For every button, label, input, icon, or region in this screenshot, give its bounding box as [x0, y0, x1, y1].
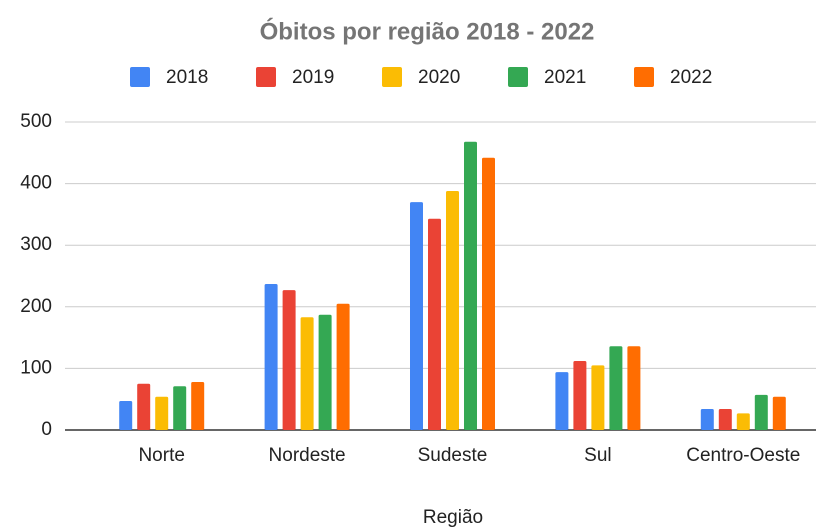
- bar: [573, 361, 587, 430]
- legend-label: 2019: [292, 67, 334, 88]
- legend-label: 2020: [418, 67, 460, 88]
- y-tick-label: 0: [41, 419, 52, 440]
- bar: [627, 346, 641, 430]
- x-tick-label: Centro-Oeste: [686, 445, 800, 466]
- x-tick-label: Sul: [584, 445, 611, 466]
- y-tick-label: 400: [20, 173, 52, 194]
- bar: [555, 372, 569, 430]
- legend-swatch: [256, 67, 276, 87]
- legend-label: 2021: [544, 67, 586, 88]
- y-tick-label: 100: [20, 357, 52, 378]
- bar: [336, 303, 350, 430]
- legend-swatch: [130, 67, 150, 87]
- bar: [700, 409, 714, 430]
- bar: [137, 383, 151, 430]
- x-tick-label: Nordeste: [269, 445, 346, 466]
- legend-swatch: [634, 67, 654, 87]
- chart-title: Óbitos por região 2018 - 2022: [260, 17, 595, 45]
- x-tick-label: Sudeste: [418, 445, 488, 466]
- y-tick-label: 500: [20, 111, 52, 132]
- bar: [591, 365, 605, 430]
- bar: [173, 386, 187, 430]
- bar: [300, 317, 314, 430]
- bar: [282, 290, 296, 430]
- bar: [609, 346, 623, 430]
- bar: [264, 284, 278, 430]
- legend-label: 2022: [670, 67, 712, 88]
- bar: [428, 218, 441, 430]
- bar: [754, 394, 768, 430]
- bar: [464, 141, 477, 430]
- bar: [718, 409, 732, 430]
- bar: [318, 314, 332, 430]
- bar: [155, 396, 169, 430]
- bar: [772, 396, 786, 430]
- y-tick-label: 200: [20, 296, 52, 317]
- bar: [482, 157, 495, 430]
- bar: [736, 413, 750, 430]
- legend-swatch: [508, 67, 528, 87]
- legend-swatch: [382, 67, 402, 87]
- y-tick-label: 300: [20, 234, 52, 255]
- x-axis-title: Região: [423, 507, 483, 528]
- bar: [119, 401, 133, 430]
- bar: [410, 202, 423, 430]
- x-tick-label: Norte: [138, 445, 184, 466]
- bar: [191, 381, 205, 430]
- legend-label: 2018: [166, 67, 208, 88]
- bar: [446, 190, 459, 430]
